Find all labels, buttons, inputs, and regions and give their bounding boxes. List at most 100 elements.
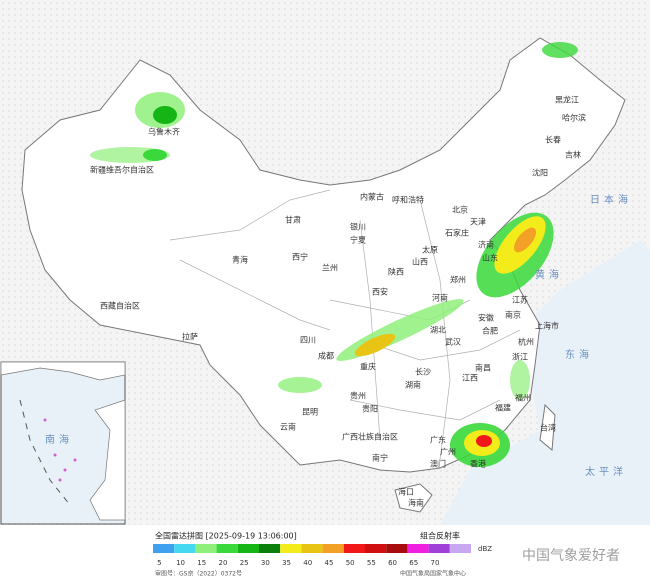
map-label: 台湾	[540, 423, 556, 433]
sea-label: 太平洋	[585, 465, 627, 478]
china-outline	[21, 37, 626, 473]
map-label: 石家庄	[445, 228, 469, 238]
legend-tick-label: 35	[282, 559, 291, 567]
map-label: 呼和浩特	[392, 195, 424, 205]
legend-swatch	[343, 544, 365, 553]
map-label: 海南	[408, 498, 424, 508]
province-borders	[169, 189, 521, 461]
approval-number: 审图号：GS京（2022）0372号	[155, 570, 242, 578]
map-label: 云南	[280, 422, 296, 432]
sea-label: 日本海	[590, 193, 632, 206]
map-label: 香港	[470, 459, 486, 469]
legend-swatch	[386, 544, 408, 553]
map-label: 贵阳	[362, 404, 378, 414]
sea-label: 东海	[565, 348, 593, 361]
legend-swatch	[428, 544, 450, 553]
map-label: 广州	[440, 447, 456, 457]
map-label: 西宁	[292, 252, 308, 262]
map-label: 澳门	[430, 459, 446, 469]
map-label: 青海	[232, 255, 248, 265]
map-label: 济南	[478, 240, 494, 250]
legend-swatch	[153, 544, 175, 553]
map-label: 江西	[462, 374, 478, 383]
legend-panel	[0, 525, 650, 582]
legend-tick-label: 65	[409, 559, 418, 567]
legend-swatch	[237, 544, 259, 553]
radar-echoes	[90, 42, 578, 467]
map-label: 湖南	[405, 380, 421, 390]
map-label: 武汉	[445, 337, 461, 347]
map-label: 安徽	[478, 313, 494, 323]
legend-tick-label: 20	[218, 559, 227, 567]
map-label: 南宁	[372, 453, 388, 463]
legend-tick-label: 5	[157, 559, 161, 567]
legend-swatch	[195, 544, 217, 553]
map-label: 拉萨	[182, 332, 198, 342]
legend-swatch	[322, 544, 344, 553]
map-label: 山西	[412, 257, 428, 267]
legend-swatch	[280, 544, 302, 553]
hainan-outline	[394, 483, 433, 513]
map-label: 长春	[545, 135, 561, 145]
map-label: 西安	[372, 287, 388, 297]
map-label: 成都	[318, 351, 334, 361]
map-label: 河南	[432, 293, 448, 303]
south-china-sea-inset: 南海	[0, 361, 126, 525]
legend-swatch	[259, 544, 281, 553]
map-labels: 黑龙江 哈尔滨 吉林 长春 沈阳 内蒙古 新疆维吾尔自治区 乌鲁木齐 西藏自治区…	[90, 95, 632, 508]
map-label: 兰州	[322, 263, 338, 273]
map-label: 重庆	[360, 362, 376, 372]
map-label: 银川	[350, 222, 366, 232]
legend-tick-label: 40	[303, 559, 312, 567]
map-label: 内蒙古	[360, 192, 384, 202]
map-label: 乌鲁木齐	[148, 127, 180, 137]
legend-tick-label: 10	[176, 559, 185, 567]
map-label: 甘肃	[285, 215, 301, 225]
legend-swatch	[449, 544, 471, 553]
map-label: 合肥	[482, 326, 498, 336]
legend-tick-label: 70	[430, 559, 439, 567]
map-label: 四川	[300, 336, 316, 345]
legend-swatch	[216, 544, 238, 553]
map-label: 广东	[430, 435, 446, 445]
legend-tick-label: 15	[197, 559, 206, 567]
sea-label: 南海	[45, 433, 73, 446]
map-label: 广西壮族自治区	[342, 432, 398, 442]
map-label: 江苏	[512, 295, 528, 305]
taiwan-outline	[539, 403, 556, 451]
map-label: 海口	[398, 487, 414, 497]
map-label: 南昌	[475, 363, 491, 373]
map-label: 福建	[495, 403, 511, 413]
map-label: 西藏自治区	[100, 301, 140, 311]
legend-tick-label: 55	[367, 559, 376, 567]
legend-tick-label: 25	[240, 559, 249, 567]
map-label: 杭州	[518, 337, 534, 347]
product-name: 组合反射率	[420, 531, 460, 541]
legend-unit: dBZ	[478, 545, 492, 553]
legend-tick-label: 50	[346, 559, 355, 567]
map-label: 贵州	[350, 391, 366, 401]
map-label: 哈尔滨	[562, 113, 586, 123]
legend-tick-label: 45	[324, 559, 333, 567]
map-label: 福州	[515, 394, 531, 403]
sea-label: 黄海	[535, 268, 563, 281]
map-label: 长沙	[415, 367, 431, 377]
map-label: 新疆维吾尔自治区	[90, 165, 154, 175]
source: 中国气象局国家气象中心	[400, 570, 466, 578]
watermark: 中国气象爱好者	[522, 548, 620, 564]
colorbar: 5 10 15 20 25 30 35 40 45 50 55 60 65 70	[153, 544, 471, 567]
map-label: 山东	[482, 253, 498, 263]
sea	[440, 240, 650, 525]
legend-swatch	[365, 544, 387, 553]
map-label: 沈阳	[532, 168, 548, 178]
map-label: 湖北	[430, 326, 446, 335]
map-label: 昆明	[302, 408, 318, 417]
legend-swatch	[301, 544, 323, 553]
title: 全国雷达拼图 [2025-09-19 13:06:00]	[155, 531, 297, 541]
map-label: 陕西	[388, 267, 404, 277]
map-label: 吉林	[565, 150, 581, 160]
legend-swatch	[407, 544, 429, 553]
map-label: 上海市	[535, 321, 559, 331]
map-label: 南京	[505, 310, 521, 320]
